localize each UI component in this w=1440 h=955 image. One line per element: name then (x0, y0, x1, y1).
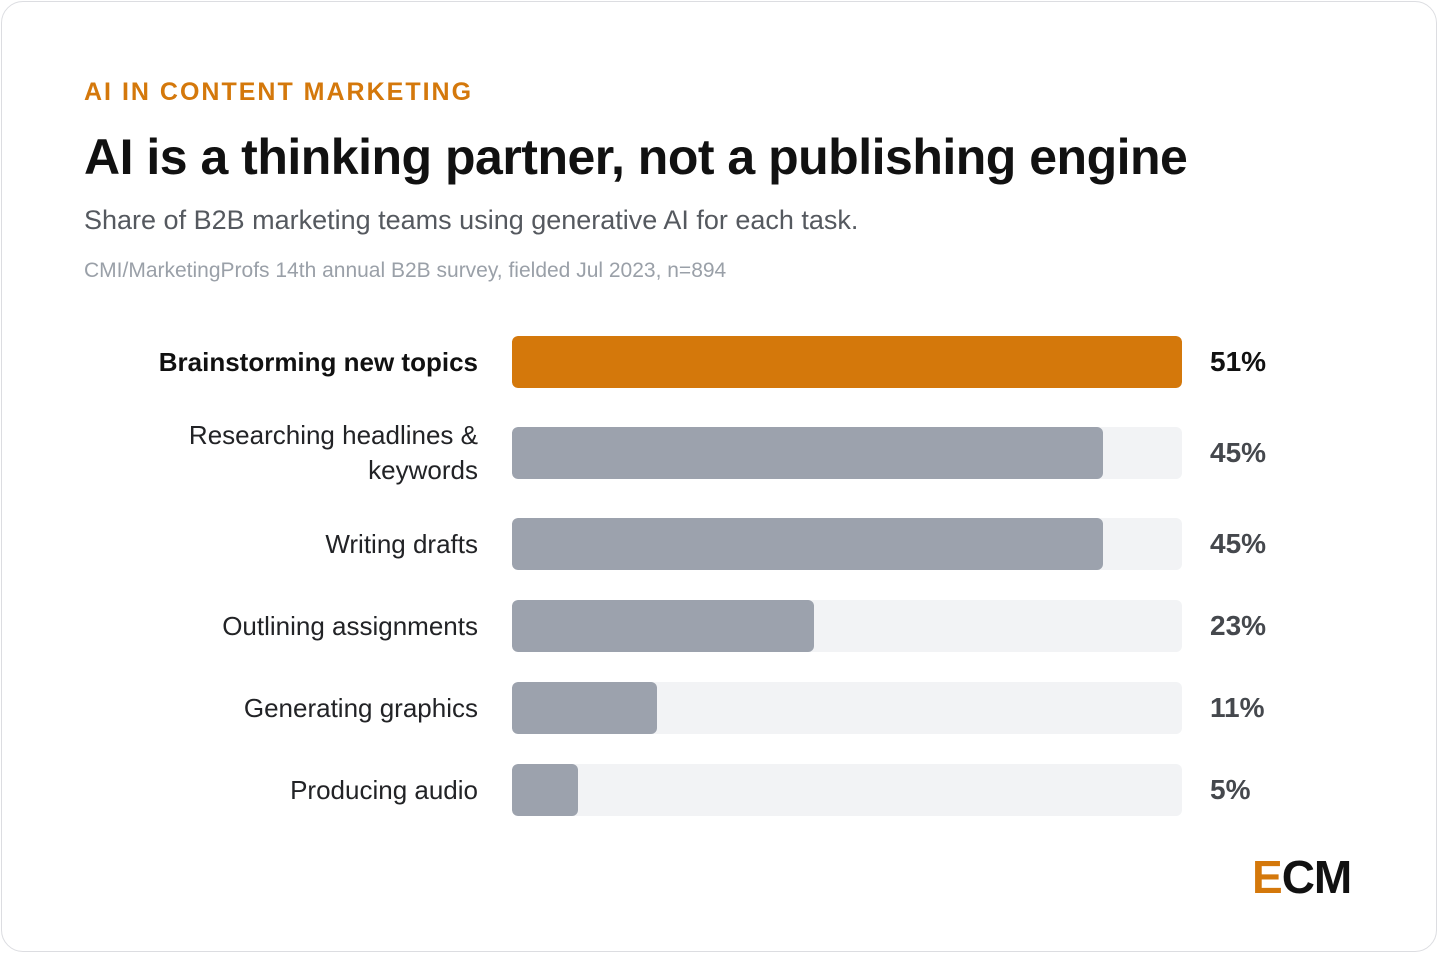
chart-subtitle: Share of B2B marketing teams using gener… (84, 205, 859, 235)
chart-eyebrow: AI IN CONTENT MARKETING (84, 78, 474, 106)
logo-accent-letter: E (1252, 851, 1283, 903)
bar-label: Generating graphics (243, 692, 478, 723)
logo-letters: CM (1281, 851, 1353, 903)
bar (512, 682, 657, 734)
bar-label: Brainstorming new topics (158, 346, 478, 377)
bar (512, 518, 1104, 570)
bar-value-label: 45% (1210, 437, 1267, 468)
bar-value-label: 11% (1210, 692, 1265, 723)
bar-track (512, 427, 1182, 479)
bar-track (512, 336, 1182, 388)
ecm-logo: ECM (1252, 851, 1353, 903)
chart-title: AI is a thinking partner, not a publishi… (84, 129, 1188, 185)
bar-track (512, 600, 1182, 652)
bar (512, 336, 1182, 388)
bar (512, 427, 1104, 479)
bar-value-label: 45% (1210, 528, 1267, 559)
bar-label: Outlining assignments (222, 610, 478, 641)
bar-label: Writing drafts (325, 528, 478, 559)
bar-value-label: 51% (1210, 346, 1267, 377)
bar-track (512, 682, 1182, 734)
bar-track (512, 518, 1182, 570)
bar-label: Researching headlines & keywords (188, 420, 478, 485)
bar (512, 600, 815, 652)
bar (512, 764, 578, 816)
chart-source: CMI/MarketingProfs 14th annual B2B surve… (84, 259, 727, 282)
bar-value-label: 5% (1210, 774, 1251, 805)
bar-label: Producing audio (290, 774, 478, 805)
bar-value-label: 23% (1210, 610, 1267, 641)
bar-track (512, 764, 1182, 816)
